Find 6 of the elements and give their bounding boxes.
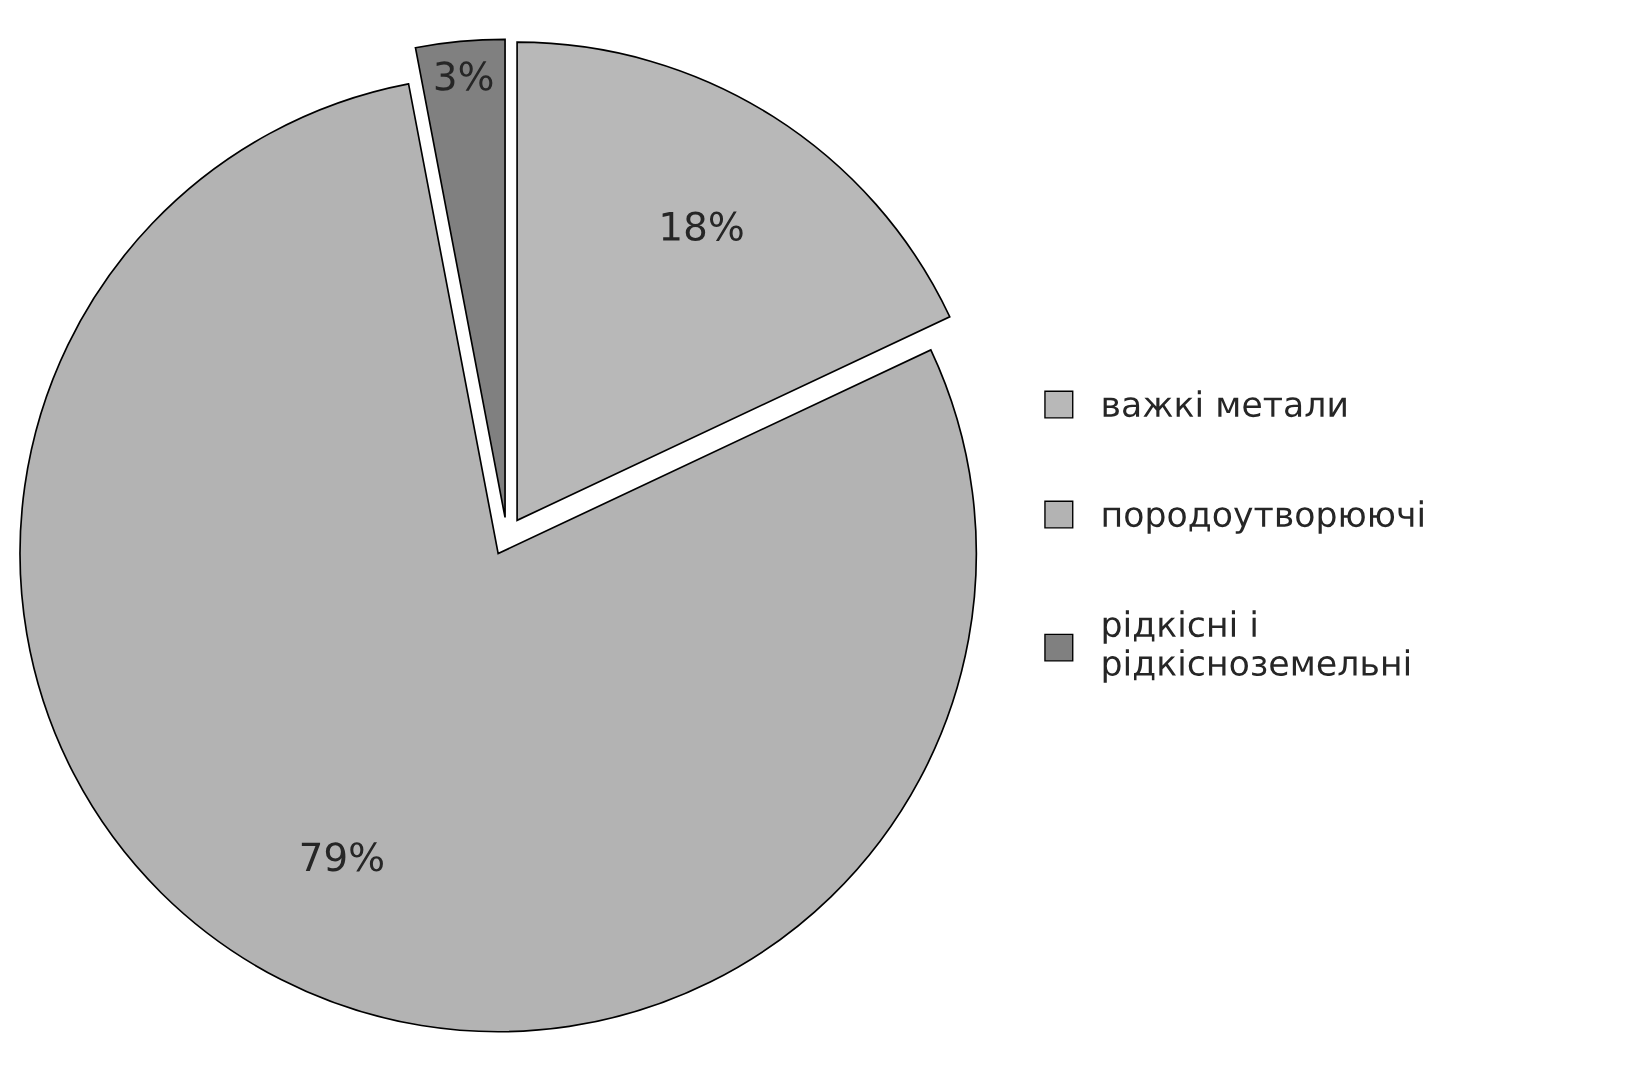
data-label: 3% — [435, 61, 493, 91]
legend-label: важкі метали — [1103, 390, 1346, 418]
legend-label: породоутворюючі — [1103, 500, 1423, 534]
data-label: 79% — [301, 842, 383, 872]
legend-label: рідкісні і рідкісноземельні — [1103, 610, 1409, 683]
data-label: 18% — [662, 211, 743, 241]
